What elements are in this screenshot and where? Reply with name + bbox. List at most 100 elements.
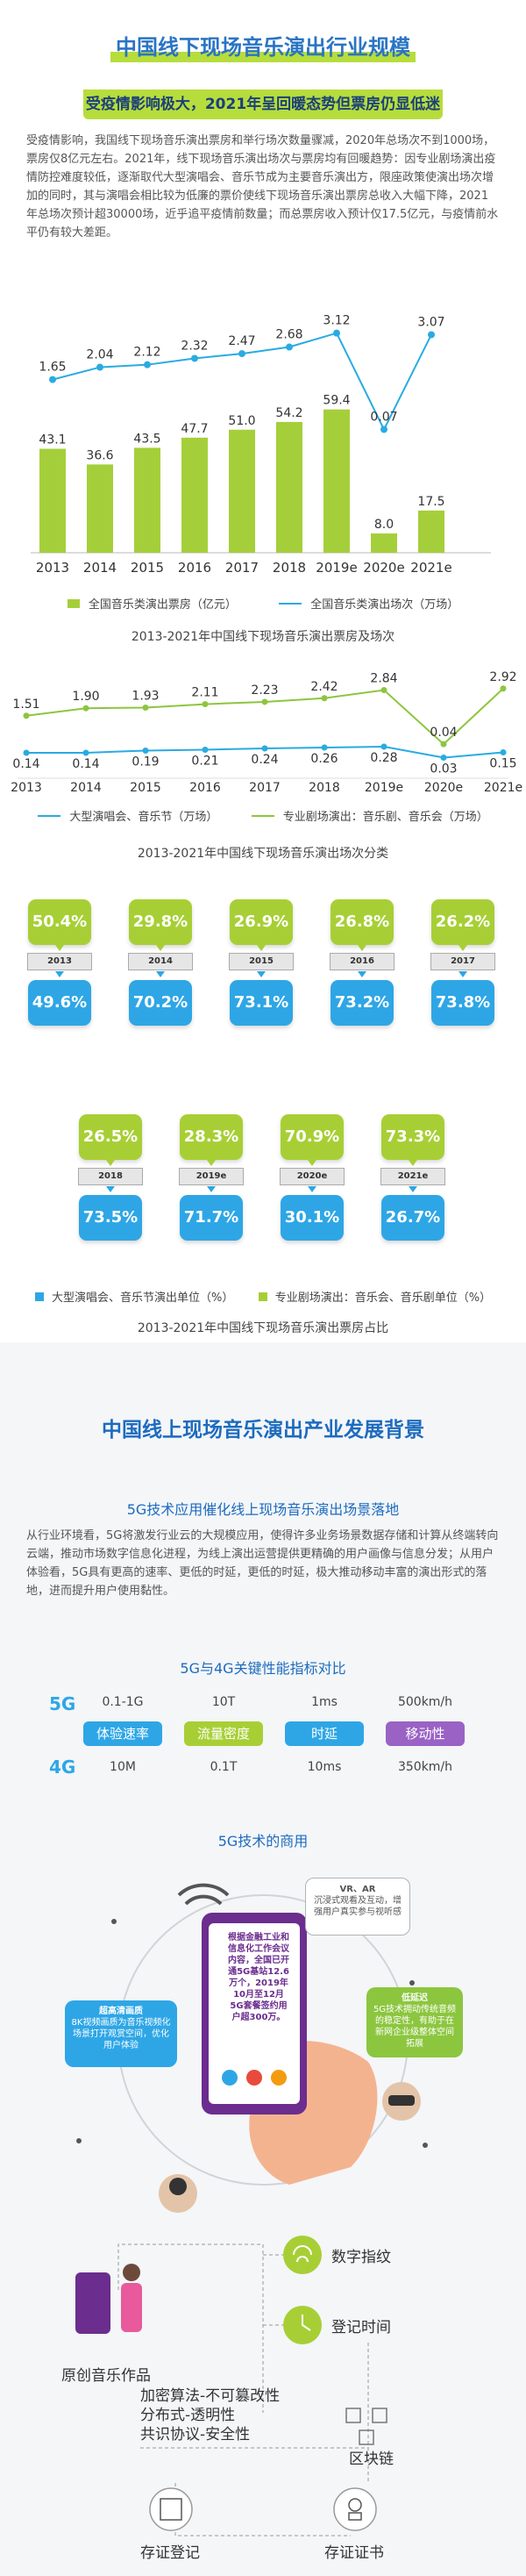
bar — [134, 447, 160, 553]
x-tick-label: 2014 — [83, 560, 117, 576]
connector — [117, 2243, 263, 2290]
label-4g: 4G — [49, 1757, 76, 1778]
metric-5g-value: 1ms — [311, 1695, 338, 1709]
connector — [174, 2483, 351, 2537]
hd-desc: 8K视频画质为音乐视频化场景打开观赏空间，优化用户体验 — [71, 2018, 171, 2050]
certificate-icon-base — [348, 2512, 362, 2521]
share-card-blue: 73.5% — [79, 1195, 142, 1241]
legend-s2-label: 专业剧场演出：音乐剧、音乐会（万场） — [282, 811, 488, 824]
series-1-point — [440, 755, 447, 761]
line-point — [191, 354, 198, 362]
series-2-value: 2.23 — [251, 683, 278, 698]
series-1-point — [202, 747, 209, 753]
share-card-blue: 73.8% — [431, 980, 494, 1026]
blockchain-features: 加密算法-不可篡改性 分布式-透明性 共识协议-安全性 — [140, 2387, 281, 2444]
arrow-down-icon — [409, 1186, 417, 1192]
registration-icon — [149, 2487, 193, 2531]
share-card-blue: 73.2% — [331, 980, 394, 1026]
series-2-value: 1.93 — [132, 690, 159, 704]
line-point — [333, 329, 340, 337]
bar — [418, 510, 444, 553]
section2-title-text: 中国线上现场音乐演出产业发展背景 — [96, 1413, 430, 1444]
x-tick-label: 2021e — [484, 781, 522, 794]
arrow-down-icon — [458, 945, 467, 951]
series-1-point — [321, 744, 328, 751]
bar-value-label: 47.7 — [181, 422, 208, 436]
call-end-icon — [246, 2070, 262, 2086]
5g-illustration — [76, 1883, 428, 2213]
x-tick-label: 2016 — [178, 560, 211, 576]
line-value-label: 2.68 — [275, 328, 302, 342]
x-tick-label: 2015 — [130, 781, 161, 794]
bar — [323, 409, 350, 553]
series-2-value: 2.92 — [489, 670, 516, 684]
vr-title: VR、AR — [339, 1885, 376, 1894]
avatar-hair — [169, 2178, 187, 2195]
chart-revenue-sessions: 43.1 2013 36.6 2014 43.5 2015 47.7 2016 51.0 2017… — [31, 314, 491, 576]
series-1-point — [142, 748, 149, 754]
series-1-point — [23, 749, 30, 756]
blockchain-diagram — [75, 2236, 387, 2537]
hd-title: 超高清画质 — [99, 2007, 143, 2016]
legend-bar-swatch — [67, 598, 80, 608]
legend-blue-label: 大型演唱会、音乐节演出单位（%） — [52, 1292, 234, 1305]
musician-body — [121, 2283, 142, 2332]
bar-value-label: 59.4 — [323, 394, 350, 408]
share-card-blue: 49.6% — [28, 980, 91, 1026]
series-2-point — [261, 698, 268, 705]
line-point — [96, 363, 103, 371]
metric-pill: 时延 — [285, 1721, 364, 1746]
section2-heading-5g: 5G技术应用催化线上现场音乐演出场景落地 — [126, 1501, 400, 1518]
bar — [87, 464, 113, 553]
series-2-value: 0.04 — [430, 726, 457, 740]
arrow-down-icon — [257, 945, 266, 951]
year-label: 2014 — [128, 953, 193, 970]
dot-decor — [111, 1919, 117, 1924]
x-tick-label: 2015 — [131, 560, 164, 576]
metric-4g-value: 350km/h — [397, 1760, 453, 1774]
fingerprint-icon — [283, 2236, 322, 2274]
series-1-value: 0.14 — [72, 757, 99, 771]
series-1-value: 0.14 — [12, 757, 39, 771]
arrow-down-icon — [458, 971, 467, 977]
wifi-icon — [177, 1883, 230, 1897]
dot-decor — [409, 1980, 415, 1986]
year-label: 2020e — [280, 1168, 345, 1185]
metric-5g-value: 0.1-1G — [102, 1695, 144, 1709]
blockchain-icon — [345, 2408, 387, 2445]
bar — [371, 533, 397, 553]
latency-bubble: 低延迟 5G技术拥动传统音频的稳定性，有助于在新网企业级整体空间拓展 — [366, 1987, 463, 2057]
x-tick-label: 2013 — [36, 560, 69, 576]
registration-label: 存证登记 — [140, 2544, 200, 2562]
bar — [39, 448, 66, 553]
line-value-label: 1.65 — [39, 361, 66, 375]
blockchain-label: 区块链 — [349, 2451, 394, 2468]
legend-bar-label: 全国音乐类演出票房（亿元） — [88, 598, 237, 612]
line-point — [380, 426, 387, 433]
bar — [229, 429, 255, 553]
x-tick-label: 2021e — [410, 560, 451, 576]
share-card-green: 29.8% — [129, 899, 192, 945]
latency-title: 低延迟 — [402, 1993, 428, 2003]
series-2-point — [380, 687, 387, 694]
series-1-value: 0.15 — [489, 757, 516, 771]
bar — [276, 421, 302, 553]
share-card-blue: 26.7% — [381, 1195, 444, 1241]
series-1-value: 0.26 — [310, 752, 338, 766]
legend-green-swatch — [258, 1292, 267, 1301]
bar-value-label: 17.5 — [417, 495, 444, 509]
arrow-down-icon — [308, 1160, 316, 1166]
year-label: 2013 — [27, 953, 92, 970]
arrow-down-icon — [308, 1186, 316, 1192]
series-1-value: 0.21 — [191, 755, 218, 769]
series-2-point — [142, 705, 149, 712]
series-2-value: 2.84 — [370, 672, 397, 686]
section2-paragraph: 从行业环境看，5G将激发行业云的大规模应用，使得许多业务场景数据存储和计算从终端… — [26, 1529, 499, 1598]
page-title-text: 中国线下现场音乐演出行业规模 — [110, 30, 416, 62]
x-tick-label: 2018 — [273, 560, 306, 576]
arrow-down-icon — [156, 945, 165, 951]
bar-value-label: 43.1 — [39, 433, 66, 447]
series-2-point — [500, 685, 507, 692]
arrow-down-icon — [156, 971, 165, 977]
bar — [181, 437, 208, 553]
